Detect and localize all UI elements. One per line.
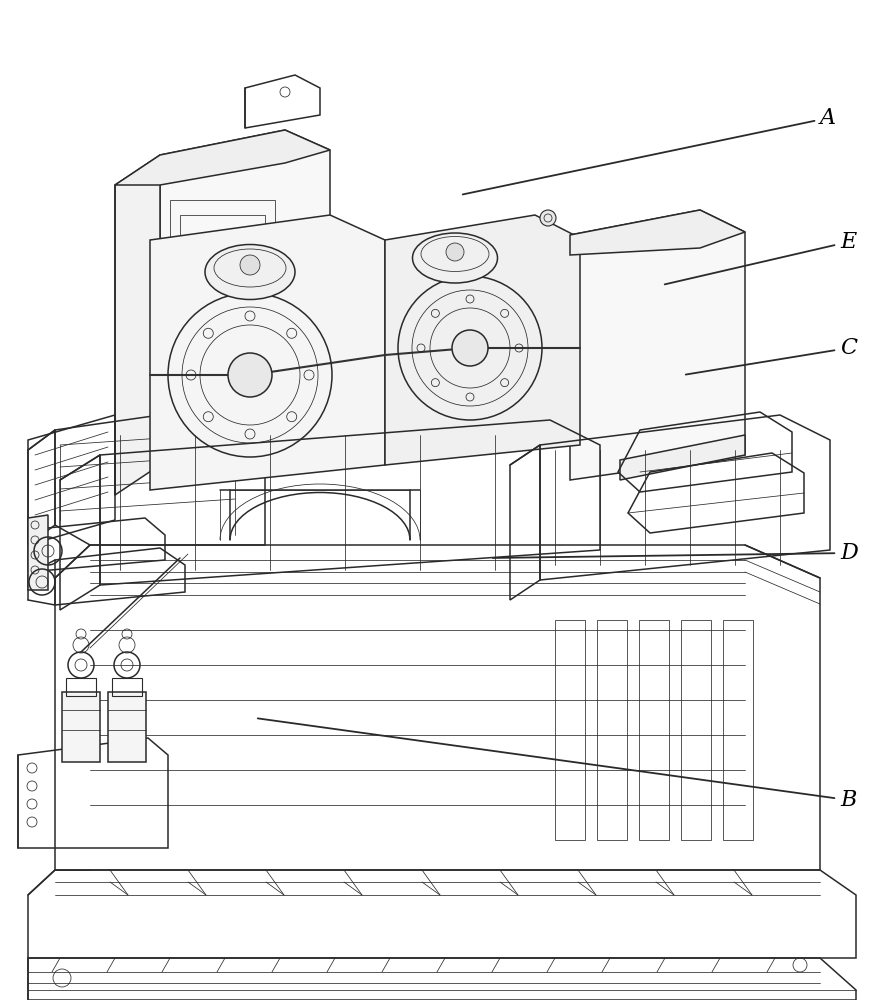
Polygon shape bbox=[385, 215, 580, 465]
Polygon shape bbox=[115, 130, 330, 185]
Polygon shape bbox=[115, 155, 160, 495]
Text: C: C bbox=[686, 337, 857, 375]
Bar bbox=[112, 678, 142, 696]
Polygon shape bbox=[150, 215, 385, 490]
Bar bbox=[681, 620, 711, 840]
Bar bbox=[597, 620, 627, 840]
Bar bbox=[555, 620, 585, 840]
Bar bbox=[62, 692, 100, 762]
Bar bbox=[66, 678, 96, 696]
Polygon shape bbox=[570, 210, 745, 480]
Polygon shape bbox=[28, 515, 48, 590]
Polygon shape bbox=[570, 210, 745, 255]
Polygon shape bbox=[620, 435, 745, 480]
Text: D: D bbox=[493, 542, 858, 564]
Bar bbox=[180, 265, 265, 293]
Circle shape bbox=[540, 210, 556, 226]
Bar bbox=[170, 200, 275, 400]
Bar bbox=[180, 315, 265, 343]
Bar bbox=[180, 215, 265, 243]
Circle shape bbox=[446, 243, 464, 261]
Circle shape bbox=[452, 330, 488, 366]
Text: E: E bbox=[665, 231, 857, 284]
Text: B: B bbox=[258, 718, 857, 811]
Bar bbox=[723, 620, 753, 840]
Text: A: A bbox=[463, 107, 836, 194]
Bar bbox=[108, 692, 146, 762]
Circle shape bbox=[240, 255, 260, 275]
Ellipse shape bbox=[412, 233, 497, 283]
Ellipse shape bbox=[205, 244, 295, 300]
Circle shape bbox=[228, 353, 272, 397]
Bar bbox=[639, 620, 669, 840]
Polygon shape bbox=[160, 130, 330, 465]
